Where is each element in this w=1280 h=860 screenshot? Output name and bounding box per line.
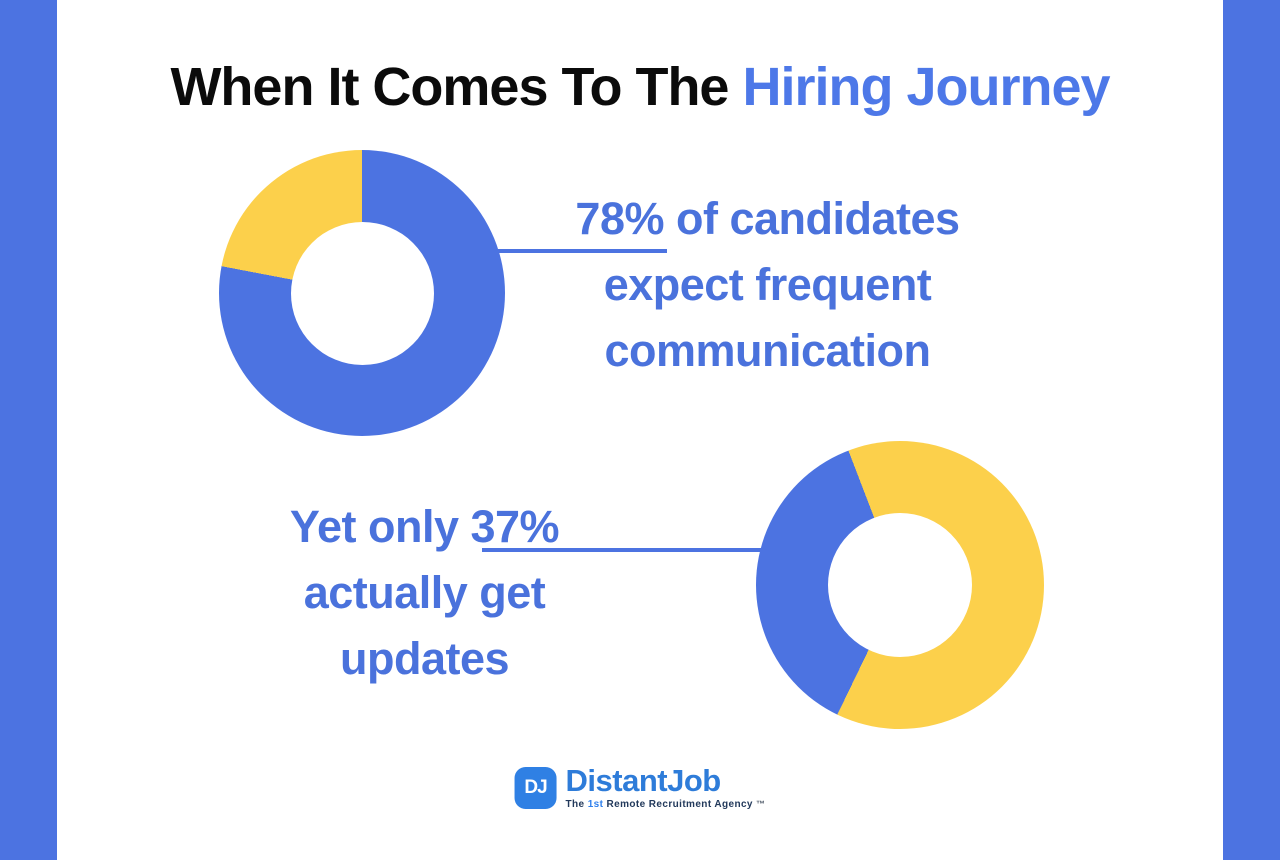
stat-value-78: 78% bbox=[575, 193, 664, 244]
logo-text-block: DistantJob The 1st Remote Recruitment Ag… bbox=[565, 763, 766, 810]
title-highlight: Hiring Journey bbox=[742, 57, 1110, 117]
stat-line: expect frequent bbox=[603, 259, 932, 310]
connector-line-78 bbox=[489, 249, 667, 253]
stat-line: communication bbox=[604, 325, 931, 376]
donut-chart-get-updates bbox=[756, 441, 1044, 729]
stat-line: Yet only 37% bbox=[192, 494, 657, 560]
stat-line: updates bbox=[339, 633, 510, 684]
stat-value-37: 37% bbox=[470, 501, 560, 552]
trademark-symbol: ™ bbox=[756, 799, 766, 809]
right-border-bar bbox=[1223, 0, 1280, 860]
title-prefix: When It Comes To The bbox=[170, 57, 743, 117]
tagline-rest: Remote Recruitment Agency bbox=[603, 799, 757, 810]
stat-line: 78% of candidates bbox=[535, 186, 1000, 252]
donut-chart-expect-communication bbox=[219, 150, 505, 436]
donut-hole bbox=[828, 513, 972, 657]
distantjob-logo: DJ DistantJob The 1st Remote Recruitment… bbox=[514, 763, 766, 810]
dj-monogram-icon: DJ bbox=[514, 767, 557, 809]
brand-tagline: The 1st Remote Recruitment Agency ™ bbox=[566, 799, 766, 810]
tagline-the: The bbox=[565, 799, 588, 810]
page-title: When It Comes To The Hiring Journey bbox=[57, 56, 1223, 118]
donut-hole bbox=[290, 221, 434, 365]
brand-name: DistantJob bbox=[565, 763, 722, 798]
connector-line-37 bbox=[482, 548, 764, 552]
left-border-bar bbox=[0, 0, 57, 860]
stat-text-37: Yet only 37% actually get updates bbox=[192, 494, 657, 692]
stat-line: actually get bbox=[303, 567, 546, 618]
stat-text-78: 78% of candidates expect frequent commun… bbox=[535, 186, 1000, 384]
stat-after: of candidates bbox=[664, 193, 960, 244]
stat-before: Yet only bbox=[289, 501, 471, 552]
tagline-1st: 1st bbox=[587, 799, 604, 810]
